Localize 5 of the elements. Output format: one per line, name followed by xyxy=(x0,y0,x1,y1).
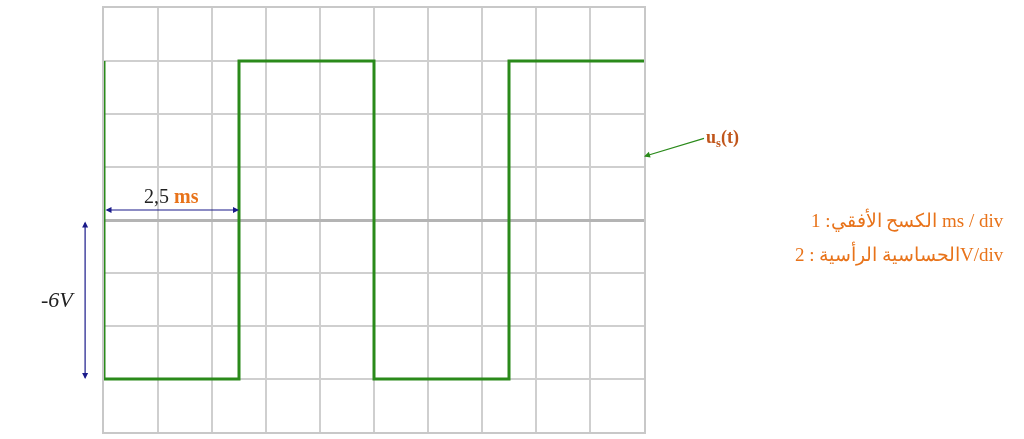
text: الكسح الأفقي: 1 ms / div xyxy=(811,208,1004,232)
text: u$_{s}$(t) xyxy=(706,127,739,150)
annotation: 2,5 ms xyxy=(144,185,199,207)
text: -6V xyxy=(41,287,76,312)
text: الحساسية الرأسية : 2V/div xyxy=(795,241,1004,266)
